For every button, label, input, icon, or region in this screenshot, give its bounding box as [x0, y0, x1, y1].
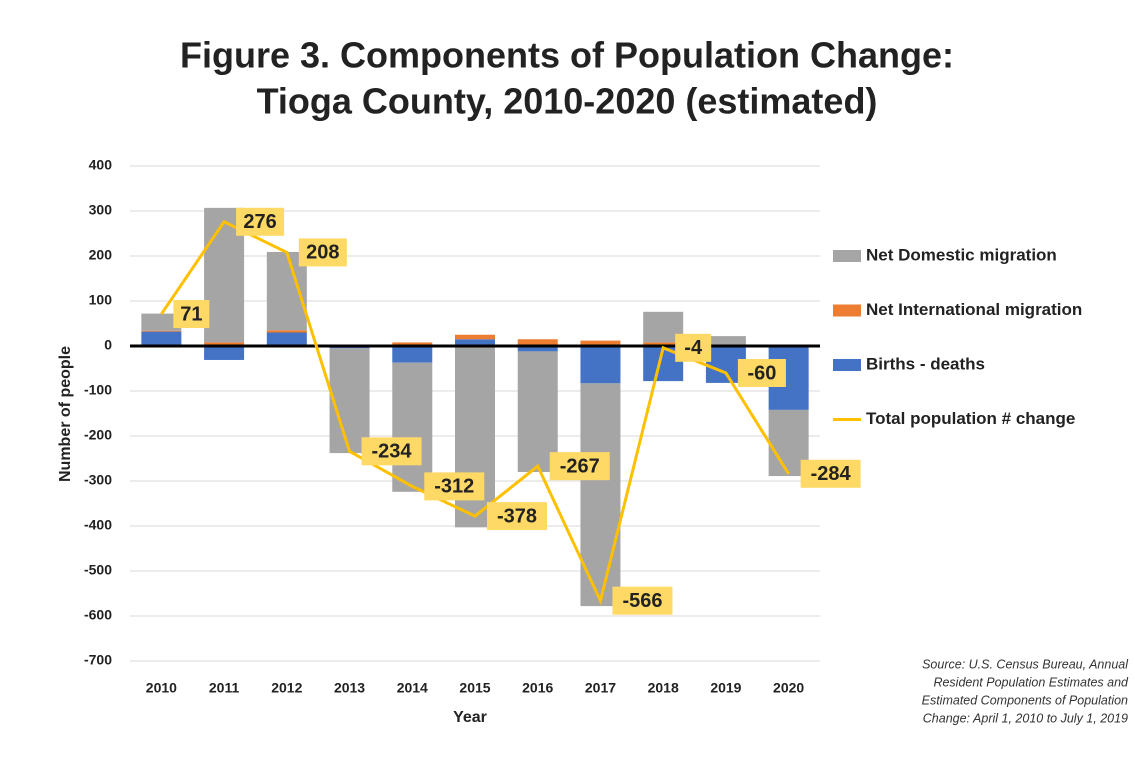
- source-line: Resident Population Estimates and: [933, 675, 1129, 689]
- data-label: -378: [497, 505, 537, 527]
- x-axis-label: Year: [453, 709, 487, 726]
- data-label: -312: [434, 476, 474, 498]
- bar: [580, 346, 621, 384]
- legend-swatch: [833, 250, 861, 262]
- bar: [266, 330, 307, 333]
- bar: [705, 336, 746, 345]
- bar: [643, 342, 684, 346]
- bar: [580, 340, 621, 346]
- legend-label: Net Domestic migration: [866, 245, 1057, 264]
- bar: [141, 331, 182, 346]
- legend-label: Total population # change: [866, 409, 1075, 428]
- y-tick-label: 0: [104, 337, 112, 353]
- y-tick-label: 400: [89, 157, 113, 173]
- data-label: -4: [684, 337, 703, 359]
- legend-swatch: [833, 304, 861, 317]
- bar: [204, 346, 245, 360]
- bar: [455, 339, 495, 346]
- x-tick-label: 2017: [585, 680, 616, 696]
- y-tick-label: -300: [84, 472, 112, 488]
- x-tick-label: 2016: [522, 680, 553, 696]
- chart-title: Figure 3. Components of Population Chang…: [180, 35, 954, 76]
- data-label-box: [487, 502, 547, 531]
- data-label-box: [549, 452, 610, 481]
- bar: [266, 332, 307, 346]
- x-tick-label: 2020: [773, 680, 804, 696]
- data-label-box: [236, 207, 285, 236]
- y-tick-label: -400: [84, 517, 112, 533]
- y-tick-label: 300: [89, 202, 113, 218]
- legend-label: Births - deaths: [866, 354, 985, 373]
- data-label-box: [298, 238, 347, 267]
- bar: [329, 348, 370, 454]
- y-tick-label: 200: [89, 247, 113, 263]
- data-label: -566: [622, 590, 662, 612]
- bar: [141, 313, 182, 331]
- y-tick-label: -700: [84, 652, 112, 668]
- x-tick-label: 2018: [648, 680, 679, 696]
- x-tick-label: 2015: [459, 680, 490, 696]
- y-tick-label: -100: [84, 382, 112, 398]
- source-line: Estimated Components of Population: [922, 693, 1128, 707]
- bar: [392, 362, 433, 492]
- legend-swatch: [833, 359, 861, 371]
- bar: [204, 342, 245, 346]
- y-tick-label: -600: [84, 607, 112, 623]
- x-tick-label: 2012: [271, 680, 302, 696]
- x-tick-label: 2010: [146, 680, 177, 696]
- data-label: -284: [811, 463, 852, 485]
- data-label: 208: [306, 242, 339, 264]
- data-label-box: [424, 472, 485, 501]
- data-label-box: [173, 300, 210, 329]
- data-label: 71: [180, 303, 202, 325]
- bar: [455, 334, 495, 340]
- bar: [141, 330, 182, 332]
- y-tick-label: -200: [84, 427, 112, 443]
- legend-label: Net International migration: [866, 300, 1082, 319]
- x-tick-label: 2011: [209, 680, 240, 696]
- chart-title: Tioga County, 2010-2020 (estimated): [257, 81, 878, 122]
- bar: [392, 342, 433, 346]
- source-line: Change: April 1, 2010 to July 1, 2019: [923, 711, 1128, 725]
- y-tick-label: -500: [84, 562, 112, 578]
- data-label: -267: [560, 455, 600, 477]
- bar: [392, 346, 433, 363]
- source-line: Source: U.S. Census Bureau, Annual: [922, 657, 1129, 671]
- data-label: -234: [372, 441, 413, 463]
- data-label-box: [612, 586, 673, 615]
- x-tick-label: 2013: [334, 680, 365, 696]
- data-label-box: [361, 437, 422, 466]
- data-label-box: [737, 359, 786, 387]
- data-label: -60: [747, 362, 776, 384]
- bar: [517, 346, 558, 352]
- y-tick-label: 100: [89, 292, 113, 308]
- x-tick-label: 2014: [397, 680, 428, 696]
- y-axis-label: Number of people: [57, 346, 74, 482]
- data-label: 276: [243, 211, 276, 233]
- x-tick-label: 2019: [710, 680, 741, 696]
- data-label-box: [675, 333, 712, 362]
- bar: [517, 351, 558, 472]
- source-note: Source: U.S. Census Bureau, Annual Reside…: [922, 657, 1130, 725]
- data-label-box: [800, 459, 861, 488]
- bar: [517, 339, 558, 346]
